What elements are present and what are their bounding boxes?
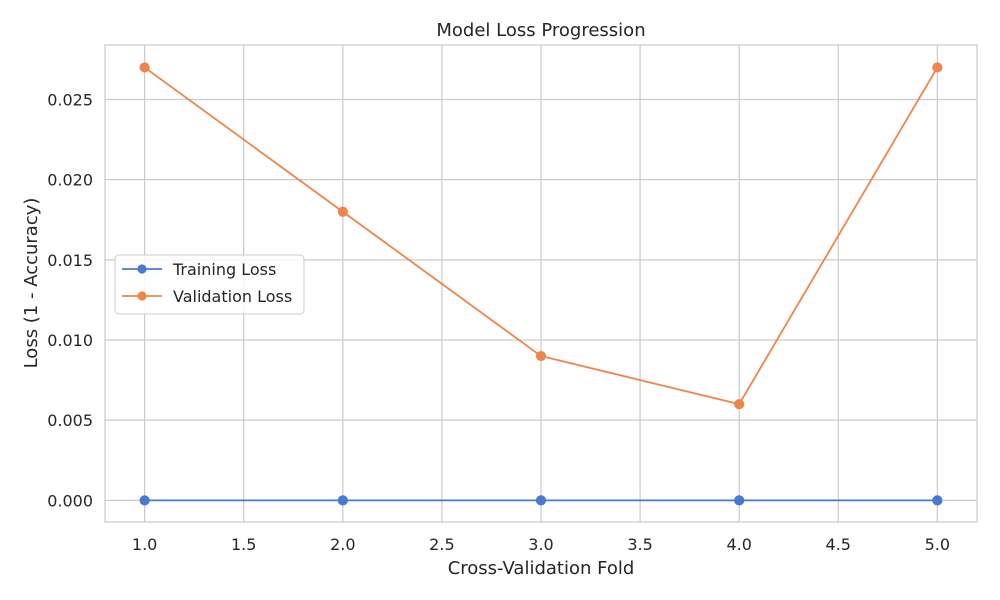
x-tick-labels: 1.0 1.5 2.0 2.5 3.0 3.5 4.0 4.5 5.0 bbox=[132, 535, 950, 554]
x-tick-label: 1.5 bbox=[231, 535, 256, 554]
legend-label-validation-loss: Validation Loss bbox=[173, 287, 292, 306]
y-tick-label: 0.025 bbox=[47, 91, 93, 110]
y-tick-label: 0.010 bbox=[47, 331, 93, 350]
legend-marker-validation-loss bbox=[137, 291, 147, 301]
x-axis-label: Cross-Validation Fold bbox=[448, 558, 635, 579]
plot-area-frame bbox=[104, 44, 978, 523]
x-tick-label: 3.0 bbox=[528, 535, 553, 554]
legend: Training Loss Validation Loss bbox=[114, 254, 305, 315]
y-tick-label: 0.015 bbox=[47, 251, 93, 270]
data-point-validation-loss bbox=[932, 62, 943, 73]
x-tick-label: 5.0 bbox=[925, 535, 950, 554]
x-tick-label: 1.0 bbox=[132, 535, 157, 554]
series-validation-loss bbox=[139, 62, 943, 410]
x-tick-label: 3.5 bbox=[627, 535, 652, 554]
x-tick-label: 4.5 bbox=[826, 535, 851, 554]
data-point-validation-loss bbox=[535, 350, 547, 362]
legend-frame bbox=[114, 254, 305, 315]
data-point-training-loss bbox=[139, 495, 150, 506]
data-point-training-loss bbox=[535, 495, 547, 506]
legend-marker-training-loss bbox=[137, 264, 147, 274]
x-tick-label: 4.0 bbox=[726, 535, 751, 554]
legend-label-training-loss: Training Loss bbox=[172, 260, 276, 279]
data-point-training-loss bbox=[932, 495, 943, 506]
y-axis-label: Loss (1 - Accuracy) bbox=[21, 198, 42, 369]
y-tick-label: 0.000 bbox=[47, 491, 93, 510]
y-tick-label: 0.005 bbox=[47, 411, 93, 430]
chart-title: Model Loss Progression bbox=[436, 20, 645, 41]
y-tick-labels: 0.000 0.005 0.010 0.015 0.020 0.025 bbox=[47, 91, 93, 511]
data-point-training-loss bbox=[337, 495, 348, 506]
x-tick-label: 2.5 bbox=[429, 535, 454, 554]
legend-item-validation-loss: Validation Loss bbox=[122, 287, 292, 306]
legend-item-training-loss: Training Loss bbox=[122, 260, 276, 279]
series-training-loss bbox=[139, 495, 943, 506]
data-point-validation-loss bbox=[337, 206, 348, 217]
data-point-training-loss bbox=[734, 495, 745, 506]
x-tick-label: 2.0 bbox=[330, 535, 355, 554]
y-tick-label: 0.020 bbox=[47, 171, 93, 190]
data-point-validation-loss bbox=[139, 62, 150, 73]
series-layer bbox=[139, 62, 943, 506]
data-point-validation-loss bbox=[734, 399, 745, 410]
